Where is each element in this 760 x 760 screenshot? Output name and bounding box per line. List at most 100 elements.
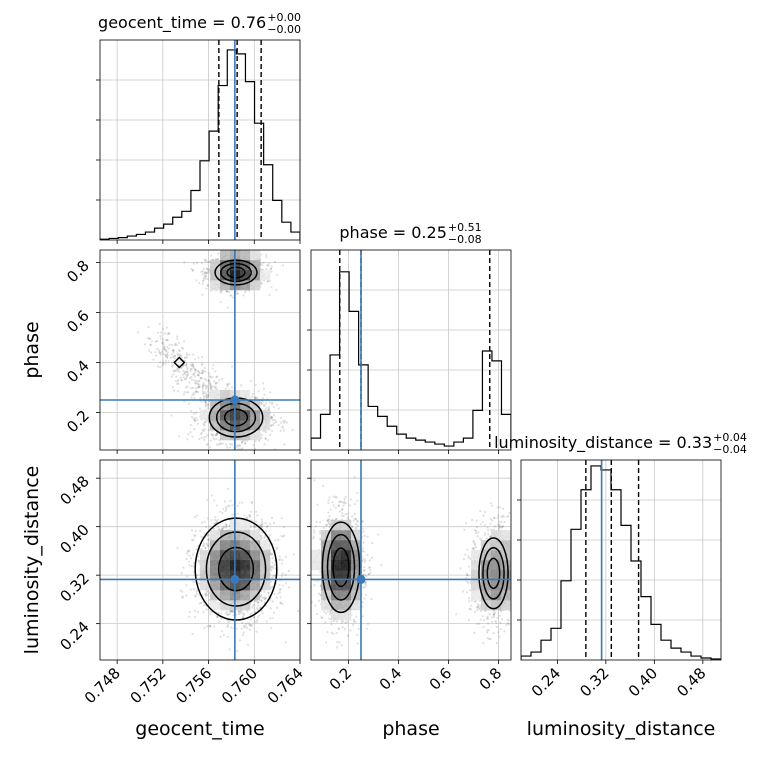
scatter-point <box>230 443 234 446</box>
scatter-point <box>270 416 273 419</box>
scatter-point <box>268 617 271 620</box>
scatter-point <box>188 564 191 567</box>
scatter-point <box>192 364 195 367</box>
scatter-point <box>260 282 263 285</box>
scatter-point <box>208 534 211 537</box>
scatter-point <box>244 625 247 628</box>
scatter-point <box>167 332 170 335</box>
scatter-point <box>157 349 161 352</box>
scatter-point <box>226 625 229 629</box>
scatter-point <box>253 620 256 623</box>
scatter-point <box>271 617 274 620</box>
scatter-point <box>146 337 150 340</box>
scatter-point <box>193 516 197 519</box>
scatter-point <box>279 429 282 432</box>
scatter-point <box>176 369 179 372</box>
scatter-point <box>257 601 260 604</box>
scatter-point <box>209 387 213 390</box>
scatter-point <box>220 617 223 620</box>
density-cell <box>260 540 271 551</box>
scatter-point <box>260 599 264 602</box>
scatter-point <box>215 443 219 446</box>
contour-line <box>226 266 246 279</box>
scatter-point <box>205 542 208 545</box>
scatter-point <box>203 626 206 629</box>
scatter-point <box>166 332 169 335</box>
scatter-point <box>154 350 157 354</box>
scatter-point <box>201 386 204 389</box>
contour-line <box>217 546 255 592</box>
scatter-point <box>190 267 193 271</box>
scatter-point <box>263 537 266 540</box>
scatter-point <box>176 335 179 338</box>
scatter-point <box>197 560 200 563</box>
scatter-point <box>185 552 188 555</box>
density-cell <box>250 560 261 571</box>
scatter-point <box>254 525 257 529</box>
scatter-point <box>246 610 249 613</box>
density-cell <box>220 420 231 431</box>
scatter-point <box>203 395 206 398</box>
scatter-point <box>210 494 213 497</box>
scatter-point <box>204 594 208 597</box>
scatter-point <box>199 529 202 533</box>
scatter-point <box>232 296 235 299</box>
histogram-step <box>521 465 721 660</box>
scatter-point <box>204 546 207 549</box>
scatter-point <box>271 561 274 564</box>
scatter-point <box>191 362 194 365</box>
scatter-point <box>198 281 201 284</box>
truth-marker <box>230 574 240 584</box>
scatter-point <box>200 270 203 273</box>
scatter-point <box>218 510 221 513</box>
density-cell <box>200 410 211 421</box>
scatter-point <box>195 592 198 596</box>
scatter-point <box>198 371 202 375</box>
scatter-point <box>205 392 208 395</box>
density-cell <box>250 580 261 591</box>
scatter-point <box>263 595 266 599</box>
hist-panel-luminosity_distance: luminosity_distance = 0.33 +0.04−0.04 <box>494 431 747 664</box>
scatter-point <box>203 384 206 387</box>
scatter-point <box>196 418 199 421</box>
density-cell <box>250 570 261 581</box>
title-sup: +0.00 <box>267 11 301 24</box>
scatter-point <box>162 360 165 363</box>
title-sup: +0.51 <box>448 221 482 234</box>
scatter-point <box>202 276 206 279</box>
scatter-point <box>192 366 195 369</box>
scatter-point <box>163 347 166 350</box>
scatter-point <box>196 422 199 425</box>
scatter-point <box>204 401 207 404</box>
scatter-point <box>192 538 195 541</box>
scatter-point <box>200 432 203 436</box>
scatter-point <box>249 525 252 528</box>
scatter-point <box>291 428 294 432</box>
scatter-point <box>263 590 266 593</box>
scatter-point <box>173 357 177 360</box>
scatter-point <box>260 593 263 597</box>
scatter-point <box>183 373 187 376</box>
density-cell <box>220 560 231 571</box>
scatter-point <box>218 620 221 623</box>
scatter-point <box>243 613 246 616</box>
scatter-point <box>205 274 208 277</box>
scatter-point <box>191 632 194 636</box>
scatter-point <box>275 606 279 609</box>
scatter-point <box>195 279 198 282</box>
scatter-point <box>189 423 192 427</box>
scatter-point <box>159 361 162 364</box>
scatter-point <box>239 612 242 615</box>
scatter-point <box>251 395 254 398</box>
density-cell <box>240 390 251 401</box>
scatter-point <box>206 517 209 520</box>
scatter-point <box>192 561 196 565</box>
scatter-point <box>256 608 259 611</box>
scatter-point <box>192 588 196 591</box>
scatter-point <box>178 349 181 352</box>
scatter-point <box>216 381 219 384</box>
scatter-point <box>196 544 199 547</box>
scatter-point <box>206 407 209 410</box>
scatter-point <box>243 514 246 517</box>
scatter-point <box>209 439 212 442</box>
